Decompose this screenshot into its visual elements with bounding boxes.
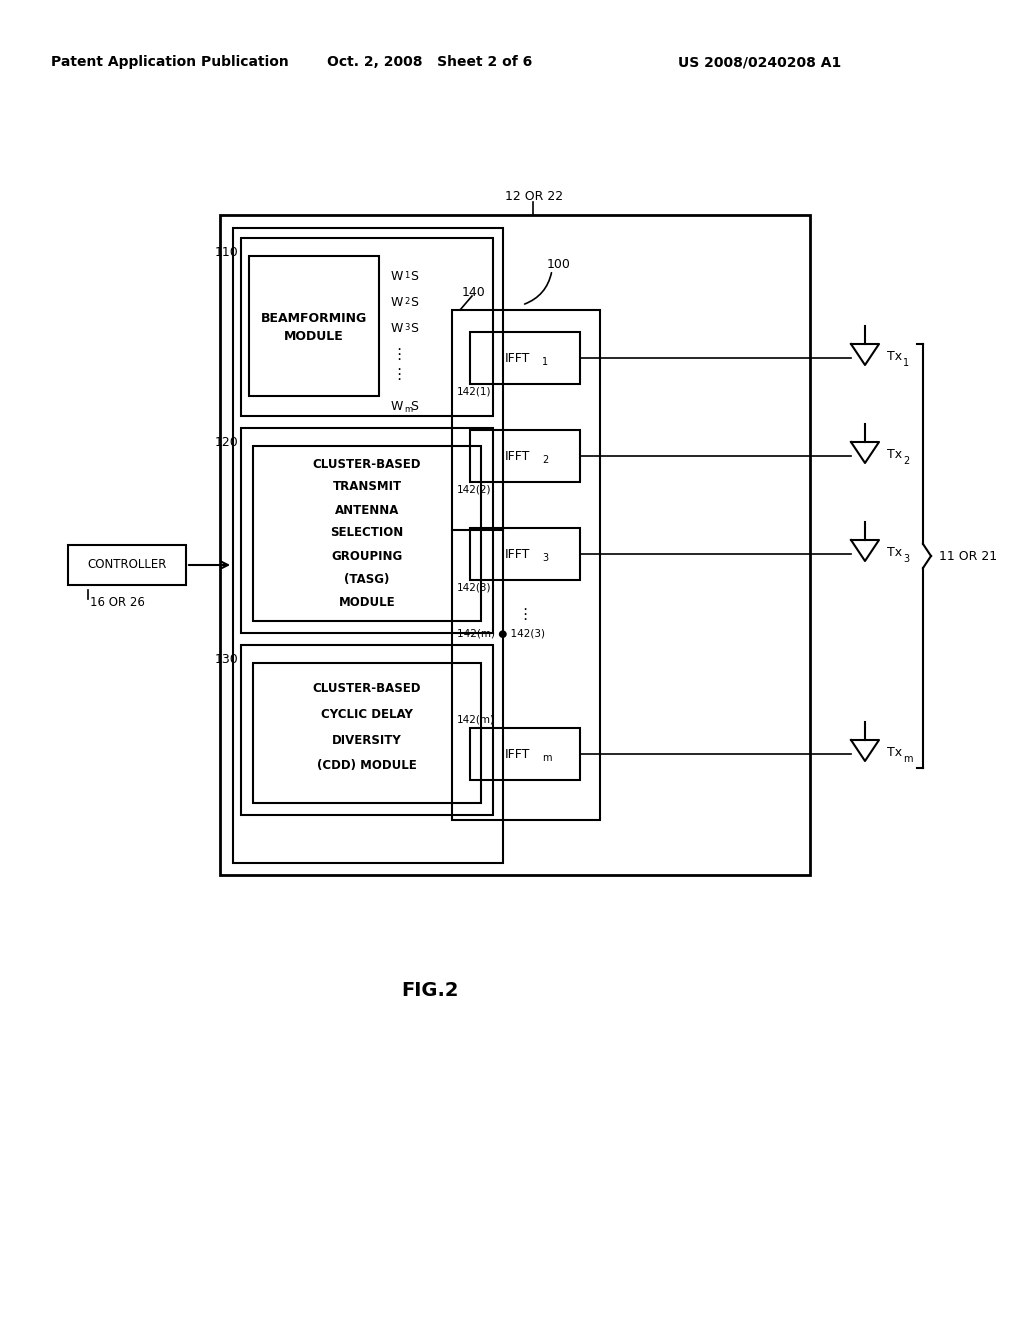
Text: m: m [542, 752, 552, 763]
Text: 11 OR 21: 11 OR 21 [939, 549, 997, 562]
Text: 1: 1 [404, 272, 410, 281]
Text: Tx: Tx [887, 746, 902, 759]
Text: SELECTION: SELECTION [331, 527, 403, 540]
Text: Tx: Tx [887, 350, 902, 363]
Text: 3: 3 [903, 554, 909, 564]
Text: GROUPING: GROUPING [332, 549, 402, 562]
Bar [470, 430, 580, 482]
Bar [253, 446, 481, 620]
Text: m: m [404, 404, 412, 413]
Text: 2: 2 [542, 455, 548, 465]
Text: Oct. 2, 2008   Sheet 2 of 6: Oct. 2, 2008 Sheet 2 of 6 [328, 55, 532, 69]
Text: S: S [410, 400, 418, 412]
Text: W: W [391, 269, 403, 282]
Text: MODULE: MODULE [284, 330, 344, 342]
Text: 2: 2 [404, 297, 410, 306]
Text: IFFT: IFFT [504, 351, 529, 364]
Text: Tx: Tx [887, 447, 902, 461]
Text: 1: 1 [542, 356, 548, 367]
Bar [220, 215, 810, 875]
Text: BEAMFORMING: BEAMFORMING [261, 312, 368, 325]
Text: W: W [391, 400, 403, 412]
Text: W: W [391, 322, 403, 334]
Text: S: S [410, 269, 418, 282]
Text: FIG.2: FIG.2 [401, 981, 459, 999]
Text: DIVERSITY: DIVERSITY [332, 734, 401, 747]
Text: ANTENNA: ANTENNA [335, 503, 399, 516]
Bar [470, 528, 580, 579]
Text: Tx: Tx [887, 545, 902, 558]
Text: US 2008/0240208 A1: US 2008/0240208 A1 [678, 55, 842, 69]
Text: 2: 2 [903, 455, 909, 466]
Bar [68, 545, 186, 585]
Text: 142(3): 142(3) [457, 583, 492, 593]
Text: 1: 1 [903, 358, 909, 368]
Text: m: m [903, 754, 912, 764]
Bar [241, 428, 493, 634]
Text: IFFT: IFFT [504, 747, 529, 760]
Text: 142(m): 142(m) [457, 715, 495, 725]
Text: IFFT: IFFT [504, 548, 529, 561]
Text: W: W [391, 296, 403, 309]
Bar [452, 310, 600, 820]
Text: MODULE: MODULE [339, 595, 395, 609]
Text: S: S [410, 322, 418, 334]
Text: 130: 130 [214, 653, 238, 667]
Text: 110: 110 [214, 246, 238, 259]
Bar [233, 228, 503, 863]
Text: ⋮: ⋮ [517, 607, 532, 623]
Text: 3: 3 [542, 553, 548, 564]
Bar [470, 333, 580, 384]
Text: 120: 120 [214, 436, 238, 449]
Text: 140: 140 [462, 285, 485, 298]
Text: CLUSTER-BASED: CLUSTER-BASED [312, 681, 421, 694]
Text: 142(2): 142(2) [457, 484, 492, 495]
Text: (TASG): (TASG) [344, 573, 390, 586]
Text: CONTROLLER: CONTROLLER [87, 558, 167, 572]
Text: (CDD) MODULE: (CDD) MODULE [317, 759, 417, 772]
Text: Patent Application Publication: Patent Application Publication [51, 55, 289, 69]
Text: 12 OR 22: 12 OR 22 [505, 190, 563, 203]
Bar [253, 663, 481, 803]
Bar [241, 238, 493, 416]
Text: ⋮: ⋮ [391, 346, 407, 362]
Bar [470, 729, 580, 780]
Bar [241, 645, 493, 814]
Text: TRANSMIT: TRANSMIT [333, 480, 401, 494]
Text: 142(1): 142(1) [457, 387, 492, 397]
Text: ⋮: ⋮ [391, 367, 407, 383]
Text: S: S [410, 296, 418, 309]
Text: IFFT: IFFT [504, 450, 529, 462]
Text: 3: 3 [404, 323, 410, 333]
Text: 142(m) ● 142(3): 142(m) ● 142(3) [457, 628, 545, 638]
Text: 16 OR 26: 16 OR 26 [90, 597, 144, 610]
Bar [249, 256, 379, 396]
Text: CYCLIC DELAY: CYCLIC DELAY [322, 708, 413, 721]
Text: 100: 100 [547, 259, 570, 272]
Text: CLUSTER-BASED: CLUSTER-BASED [312, 458, 421, 470]
